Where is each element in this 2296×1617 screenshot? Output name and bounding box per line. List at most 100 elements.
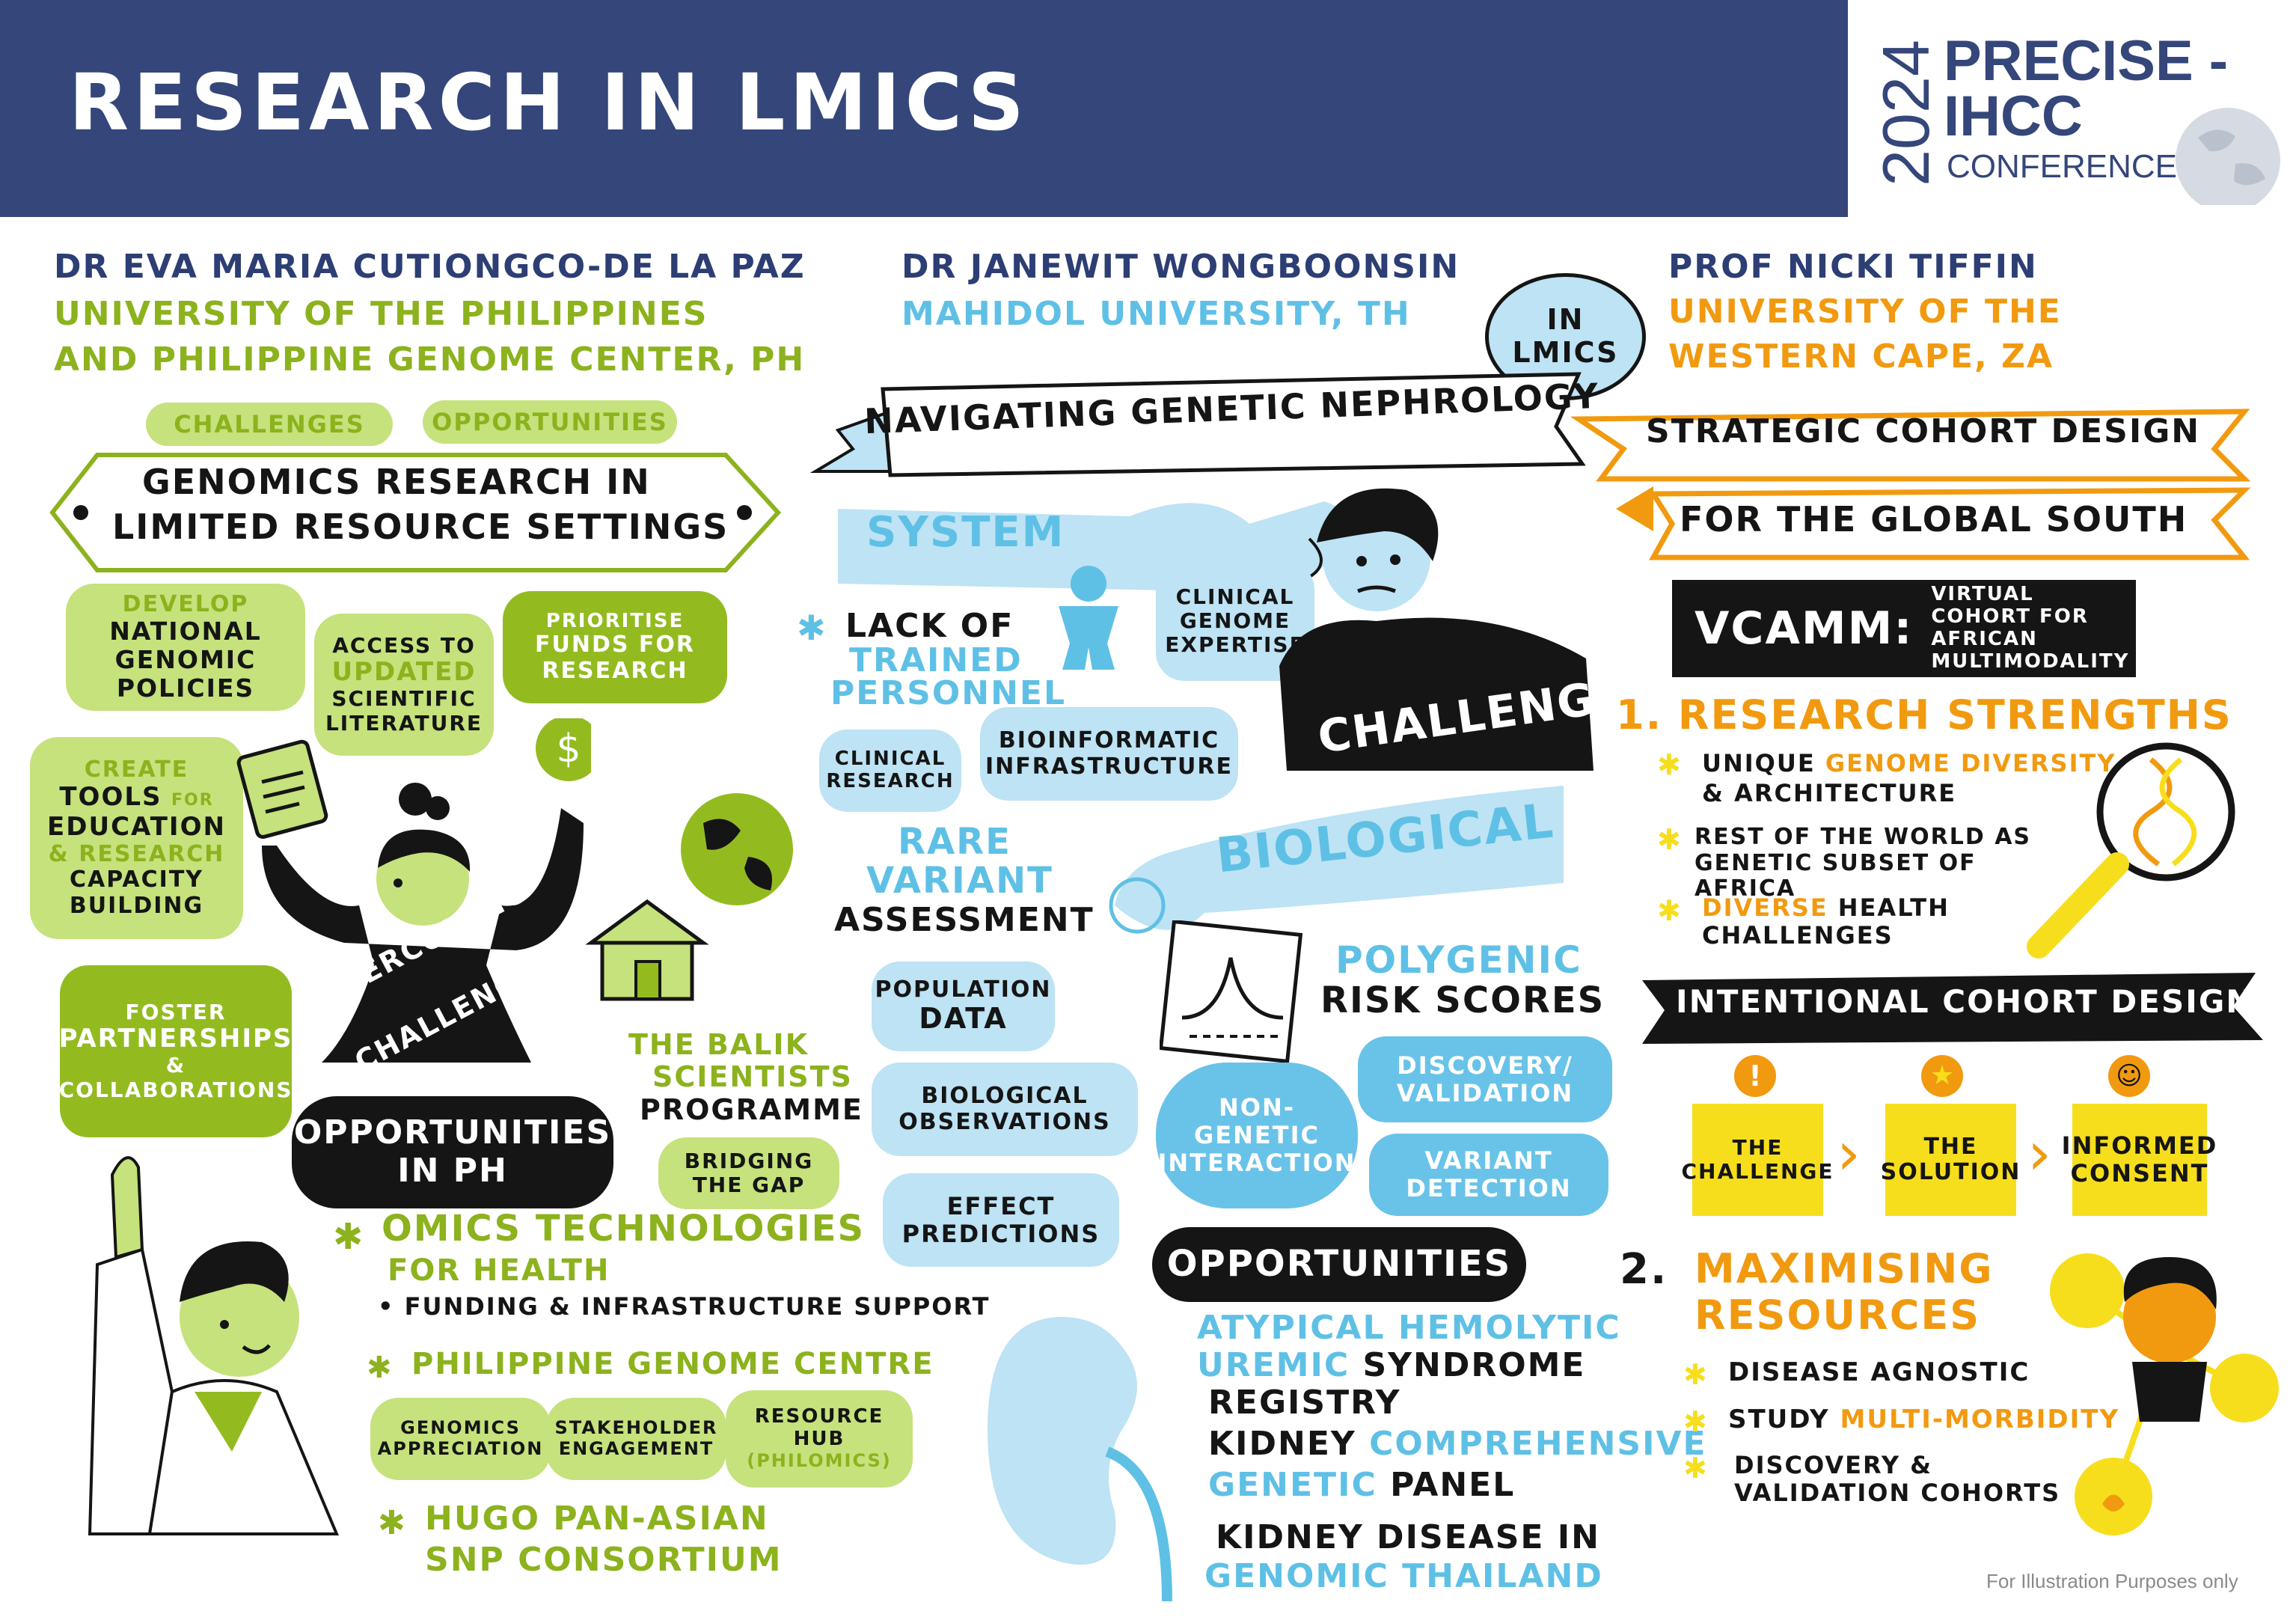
asterisk-icon: ✱ xyxy=(1683,1358,1707,1391)
the-challenge-box: THE CHALLENGE xyxy=(1682,1104,1833,1216)
bubble-amp-text: & xyxy=(165,1053,186,1078)
bubble-create-text: CREATE xyxy=(84,756,189,783)
system-label: SYSTEM xyxy=(866,508,1065,557)
logo-conference: CONFERENCE xyxy=(1947,148,2178,185)
globe-illustration-icon xyxy=(681,793,793,905)
opportunities-ph-pill: OPPORTUNITIES IN PH xyxy=(292,1096,613,1208)
omics-line2: FOR HEALTH xyxy=(388,1253,610,1288)
the-solution-box: THE SOLUTION xyxy=(1881,1104,2019,1216)
vcamm-label: VCAMM: xyxy=(1695,602,1914,655)
opp-ph-line1: OPPORTUNITIES xyxy=(293,1113,612,1152)
left-banner-frame xyxy=(49,453,782,572)
rs1-line2: & ARCHITECTURE xyxy=(1702,779,1957,807)
mr1-text: DISEASE AGNOSTIC xyxy=(1728,1357,2030,1387)
polygenic-line1: POLYGENIC xyxy=(1335,938,1582,982)
opp3-line1: KIDNEY DISEASE IN xyxy=(1216,1518,1601,1556)
bioinformatic-bubble: BIOINFORMATIC INFRASTRUCTURE xyxy=(980,707,1238,801)
middle-speaker-name: DR JANEWIT WONGBOONSIN xyxy=(901,248,1460,286)
pgc-stakeholder-engagement: STAKEHOLDER ENGAGEMENT xyxy=(546,1398,726,1480)
person-organs-illustration xyxy=(2050,1253,2279,1535)
maximising-title: MAXIMISING RESOURCES xyxy=(1695,1245,1994,1339)
hugo-line1: HUGO PAN-ASIAN xyxy=(425,1500,769,1538)
pgc-resource-hub-text: RESOURCE HUB xyxy=(754,1405,884,1451)
biological-observations-bubble: BIOLOGICAL OBSERVATIONS xyxy=(872,1063,1138,1156)
asterisk-icon: ✱ xyxy=(1657,894,1681,927)
informed-consent-box: INFORMED CONSENT xyxy=(2062,1104,2216,1216)
rs1-diversity: GENOME DIVERSITY xyxy=(1825,749,2116,777)
pgc-title: PHILIPPINE GENOME CENTRE xyxy=(411,1347,934,1381)
logo-year: 2024 xyxy=(1868,40,1943,186)
bubble-policies-text: NATIONAL GENOMIC POLICIES xyxy=(109,617,262,703)
mr2-multimorbidity: MULTI-MORBIDITY xyxy=(1840,1404,2120,1434)
scientist-illustration xyxy=(88,1156,340,1535)
chevron-right-icon: › xyxy=(1837,1119,1861,1188)
left-affiliation-line1: UNIVERSITY OF THE PHILIPPINES xyxy=(54,295,708,333)
left-banner-line1: GENOMICS RESEARCH IN xyxy=(142,462,651,502)
effect-predictions-bubble: EFFECT PREDICTIONS xyxy=(883,1173,1119,1267)
bubble-foster-text: FOSTER xyxy=(125,1000,227,1025)
challenges-tag: CHALLENGES xyxy=(146,403,393,446)
pgc-philomics-text: (PHILOMICS) xyxy=(747,1450,892,1472)
lack-line2: TRAINED xyxy=(849,641,1023,679)
warning-icon: ! xyxy=(1734,1055,1776,1097)
pgc-genomics-appreciation: GENOMICS APPRECIATION xyxy=(370,1398,551,1480)
rs3-health: HEALTH CHALLENGES xyxy=(1702,893,1950,950)
in-lmics-line1: IN xyxy=(1546,303,1585,337)
asterisk-icon: ✱ xyxy=(1657,823,1681,856)
bubble-updated-text: UPDATED xyxy=(331,657,477,688)
balik-line1: THE BALIK xyxy=(628,1028,809,1061)
header-bar xyxy=(0,0,1848,217)
opp1-syndrome: SYNDROME xyxy=(1362,1346,1586,1384)
bubble-partnerships: FOSTER PARTNERSHIPS & COLLABORATIONS xyxy=(58,965,293,1137)
research-strengths-title: 1. RESEARCH STRENGTHS xyxy=(1616,691,2232,739)
opportunities-pill: OPPORTUNITIES xyxy=(1152,1227,1526,1302)
bubble-tools-text: TOOLS xyxy=(59,782,162,813)
concerned-person-illustration xyxy=(1279,488,1594,771)
data-text: DATA xyxy=(919,1002,1008,1036)
intentional-cohort-label: INTENTIONAL COHORT DESIGN xyxy=(1676,983,2254,1020)
variant-detection-bubble: VARIANT DETECTION xyxy=(1369,1134,1608,1216)
smile-icon: ☺ xyxy=(2108,1055,2150,1097)
svg-text:$: $ xyxy=(556,727,581,771)
person-overcoming-illustration: $ xyxy=(236,718,591,1063)
logo-precise: PRECISE - xyxy=(1944,29,2229,93)
middle-ribbon-banner xyxy=(809,372,1586,477)
page-title: RESEARCH IN LMICS xyxy=(69,57,1029,148)
child-figure-icon xyxy=(1059,566,1118,670)
asterisk-icon: ✱ xyxy=(1683,1452,1707,1485)
house-icon xyxy=(585,899,709,1001)
opp2-kidney: KIDNEY xyxy=(1208,1425,1356,1463)
left-banner-line2: LIMITED RESOURCE SETTINGS xyxy=(112,507,729,547)
conference-logo: 2024 PRECISE - IHCC CONFERENCE xyxy=(1863,15,2282,205)
chevron-right-icon: › xyxy=(2027,1119,2051,1188)
vcamm-description: VIRTUAL COHORT FOR AFRICAN MULTIMODALITY xyxy=(1931,583,2130,673)
population-data-bubble: POPULATION DATA xyxy=(872,962,1055,1051)
mr2-text: STUDY MULTI-MORBIDITY xyxy=(1728,1404,2120,1434)
balik-line3: PROGRAMME xyxy=(640,1093,863,1126)
asterisk-icon: ✱ xyxy=(333,1216,364,1258)
rs1-unique: UNIQUE xyxy=(1702,749,1816,777)
opp1-uremic: UREMIC xyxy=(1197,1346,1350,1384)
in-lmics-line2: LMICS xyxy=(1512,336,1619,369)
clinical-research-bubble: CLINICAL RESEARCH xyxy=(819,730,961,812)
lack-line3: PERSONNEL xyxy=(830,674,1067,712)
opp2-genetic: GENETIC xyxy=(1208,1466,1377,1504)
illustration-disclaimer: For Illustration Purposes only xyxy=(1986,1570,2238,1592)
lack-line1: LACK OF xyxy=(845,607,1014,645)
mr2-study: STUDY xyxy=(1728,1404,1830,1434)
bubble-collab-text: COLLABORATIONS xyxy=(58,1077,293,1102)
rs3-diverse: DIVERSE xyxy=(1702,893,1828,922)
clinical-genome-expertise-bubble: CLINICAL GENOME EXPERTISE xyxy=(1156,561,1314,681)
opp1-line3: REGISTRY xyxy=(1208,1384,1401,1422)
right-ribbon-banner xyxy=(1571,409,2251,560)
maximising-number: 2. xyxy=(1620,1245,1668,1294)
bubble-access-literature: ACCESS TO UPDATED SCIENTIFIC LITERATURE xyxy=(314,614,494,756)
chart-card-icon xyxy=(1160,920,1303,1063)
kidney-icon xyxy=(988,1317,1172,1602)
bubble-research-text: & RESEARCH xyxy=(48,840,225,867)
bubble-funds-text: FUNDS FOR RESEARCH xyxy=(534,632,695,684)
magnifier-dna-icon xyxy=(2027,742,2235,959)
opp-ph-line2: IN PH xyxy=(397,1152,508,1190)
middle-affiliation: MAHIDOL UNIVERSITY, TH xyxy=(901,295,1411,333)
bubble-create-tools: CREATE TOOLS FOR EDUCATION & RESEARCH CA… xyxy=(30,737,243,939)
